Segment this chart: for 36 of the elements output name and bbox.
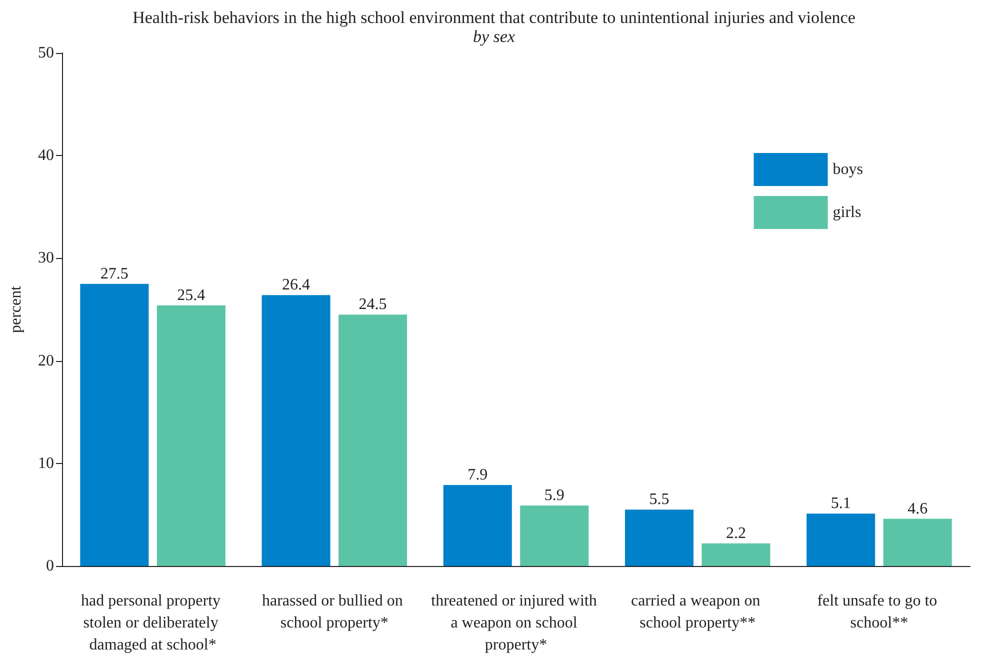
data-label: 5.5 [649,491,670,508]
data-label: 26.4 [282,276,310,294]
x-tick-label: threatened or injured with a weapon on school property* [431,592,601,654]
y-tick-label: 30 [38,250,54,267]
data-label: 25.4 [177,286,206,304]
data-label: 5.9 [544,486,564,504]
bar [520,505,589,566]
x-tick-label: harassed or bullied on school property* [262,592,407,632]
y-tick-label: 10 [38,454,54,472]
x-tick-label: carried a weapon on school property** [630,592,764,632]
bar [338,314,408,566]
data-label: 5.1 [830,495,851,512]
bar [443,484,512,566]
bar [883,518,952,566]
x-tick-label: felt unsafe to go to school** [817,592,942,632]
data-label: 7.9 [468,466,488,484]
y-tick-label: 0 [46,558,54,574]
chart-title: Health-risk behaviors in the high school environment that contribute to unintentional injuries and violence [132,8,856,27]
bar [262,295,330,566]
y-tick-label: 20 [38,352,54,370]
data-label: 2.2 [726,524,746,542]
bar [80,284,149,566]
bar [806,514,876,566]
data-label: 27.5 [100,265,128,282]
y-axis-title: percent [8,285,24,334]
y-tick-label: 50 [38,44,54,62]
legend-label: boys [832,161,864,178]
x-tick-label: had personal property stolen or deliberately damaged at school* [81,592,225,654]
data-label: 4.6 [908,500,928,518]
bar [702,543,770,566]
legend-label: girls [832,204,862,221]
data-label: 24.5 [358,296,387,314]
bar [156,305,226,566]
bar [624,510,694,566]
y-tick-label: 40 [38,147,54,164]
chart-subtitle: by sex [472,27,516,46]
